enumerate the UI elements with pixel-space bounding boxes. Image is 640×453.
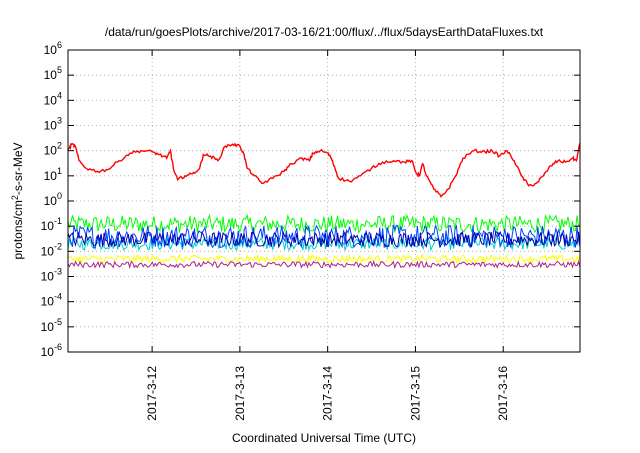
- x-tick-label: 2017-3-15: [408, 366, 422, 421]
- y-tick-label: 104: [44, 90, 62, 107]
- y-tick-exponent: 3: [57, 116, 62, 126]
- grid-layer: [68, 50, 580, 352]
- y-tick-label: 10-3: [41, 267, 62, 284]
- y-tick-label: 10-2: [41, 241, 62, 258]
- y-tick-label: 103: [44, 116, 62, 133]
- y-tick-exponent: 6: [57, 40, 62, 50]
- y-tick-label: 10-1: [41, 216, 62, 233]
- y-axis-label: protons/cm2-s-sr-MeV: [10, 142, 25, 259]
- series-line: [67, 223, 581, 249]
- x-tick-label: 2017-3-13: [233, 366, 247, 421]
- x-tick-label: 2017-3-12: [145, 366, 159, 421]
- y-tick-base: 10: [44, 93, 58, 107]
- y-axis-label-sup: 2: [10, 195, 20, 200]
- y-tick-exponent: 0: [57, 191, 62, 201]
- y-tick-base: 10: [41, 320, 55, 334]
- y-tick-exponent: -4: [54, 292, 62, 302]
- y-tick-exponent: -1: [54, 216, 62, 226]
- y-tick-exponent: -3: [54, 267, 62, 277]
- y-tick-base: 10: [44, 119, 58, 133]
- y-tick-label: 100: [44, 191, 62, 208]
- y-tick-label: 106: [44, 40, 62, 57]
- y-tick-base: 10: [44, 43, 58, 57]
- series-line: [67, 260, 581, 270]
- y-tick-base: 10: [41, 244, 55, 258]
- y-tick-base: 10: [41, 345, 55, 359]
- series-line: [67, 236, 581, 252]
- y-axis-label-rest: -s-sr-MeV: [11, 142, 25, 195]
- y-tick-base: 10: [41, 270, 55, 284]
- y-tick-exponent: 4: [57, 90, 62, 100]
- y-tick-exponent: -6: [54, 342, 62, 352]
- y-tick-label: 10-6: [41, 342, 62, 359]
- y-tick-exponent: -2: [54, 241, 62, 251]
- y-tick-exponent: -5: [54, 317, 62, 327]
- series-line: [67, 230, 581, 249]
- series-line: [67, 213, 581, 235]
- y-tick-base: 10: [41, 295, 55, 309]
- x-axis-label: Coordinated Universal Time (UTC): [232, 431, 416, 445]
- y-tick-base: 10: [44, 194, 58, 208]
- y-tick-label: 102: [44, 141, 62, 158]
- y-tick-label: 10-4: [41, 292, 62, 309]
- x-tick-label: 2017-3-14: [321, 366, 335, 421]
- y-tick-label: 105: [44, 65, 62, 82]
- y-tick-exponent: 2: [57, 141, 62, 151]
- series-line: [67, 253, 581, 265]
- y-tick-base: 10: [44, 169, 58, 183]
- y-tick-base: 10: [41, 219, 55, 233]
- y-tick-label: 10-5: [41, 317, 62, 334]
- chart-title: /data/run/goesPlots/archive/2017-03-16/2…: [105, 25, 544, 39]
- y-tick-label: 101: [44, 166, 62, 183]
- y-tick-exponent: 1: [57, 166, 62, 176]
- y-tick-base: 10: [44, 144, 58, 158]
- series-line: [67, 142, 581, 198]
- y-tick-exponent: 5: [57, 65, 62, 75]
- series-layer: [67, 142, 581, 270]
- x-tick-label: 2017-3-16: [496, 366, 510, 421]
- tick-layer: 10-610-510-410-310-210-11001011021031041…: [41, 40, 580, 421]
- y-tick-base: 10: [44, 68, 58, 82]
